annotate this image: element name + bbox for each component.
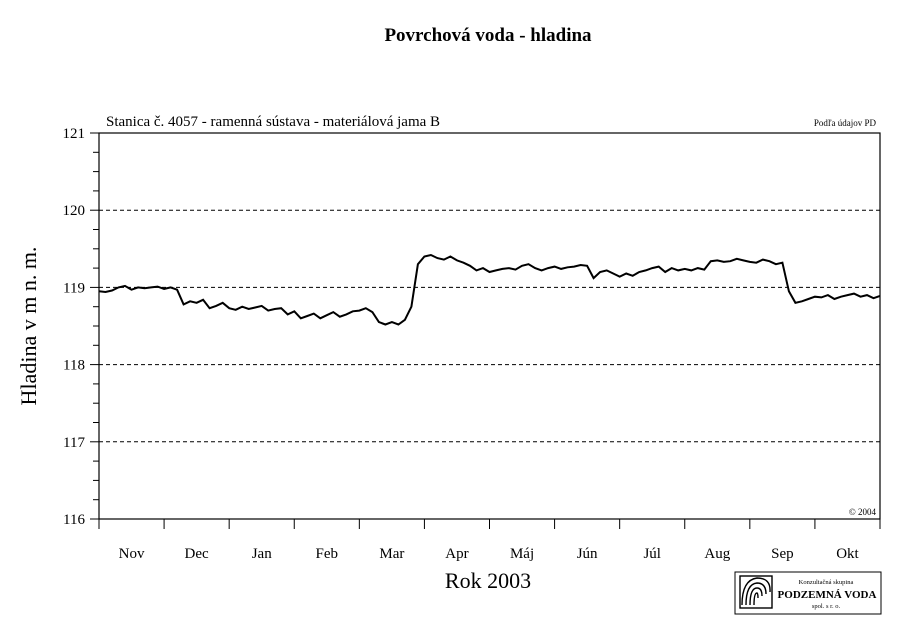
chart-subtitle: Stanica č. 4057 - ramenná sústava - mate… xyxy=(106,114,440,130)
x-axis-label: Rok 2003 xyxy=(445,568,531,593)
source-note: Podľa údajov PD xyxy=(814,118,877,128)
x-axis: Nov Dec Jan Feb Mar Apr Máj Jún Júl Aug Sep Okt xyxy=(98,519,881,562)
chart-title: Povrchová voda - hladina xyxy=(384,25,592,46)
x-tick-label: Jún xyxy=(577,546,598,562)
logo-line-3: spol. s r. o. xyxy=(812,603,841,610)
x-tick-label: Mar xyxy=(379,546,404,562)
y-tick-label: 119 xyxy=(63,280,85,296)
x-tick-label: Nov xyxy=(119,546,145,562)
gridlines xyxy=(99,209,880,443)
y-tick-label: 121 xyxy=(63,126,86,142)
series-line xyxy=(98,253,881,326)
x-tick-label: Dec xyxy=(185,546,209,562)
y-axis-label: Hladina v m n. m. xyxy=(16,247,41,406)
x-tick-label: Feb xyxy=(316,546,339,562)
logo-spiral-icon xyxy=(739,575,773,609)
logo-line-1: Konzultačná skupina xyxy=(799,579,854,586)
plot-area xyxy=(98,132,881,520)
copyright-note: © 2004 xyxy=(849,507,877,517)
y-tick-label: 117 xyxy=(63,435,85,451)
company-logo: Konzultačná skupina PODZEMNÁ VODA spol. … xyxy=(734,571,882,615)
x-tick-label: Júl xyxy=(643,546,661,562)
y-tick-label: 116 xyxy=(63,512,85,528)
x-tick-label: Jan xyxy=(252,546,272,562)
y-axis: 116 117 118 119 120 121 xyxy=(63,126,99,528)
logo-line-2: PODZEMNÁ VODA xyxy=(778,589,877,601)
x-tick-label: Aug xyxy=(704,546,730,562)
x-tick-label: Máj xyxy=(510,546,534,562)
x-tick-label: Okt xyxy=(836,546,859,562)
y-tick-label: 118 xyxy=(63,358,85,374)
x-tick-label: Sep xyxy=(771,546,794,562)
x-tick-label: Apr xyxy=(445,546,468,562)
y-tick-label: 120 xyxy=(63,203,86,219)
